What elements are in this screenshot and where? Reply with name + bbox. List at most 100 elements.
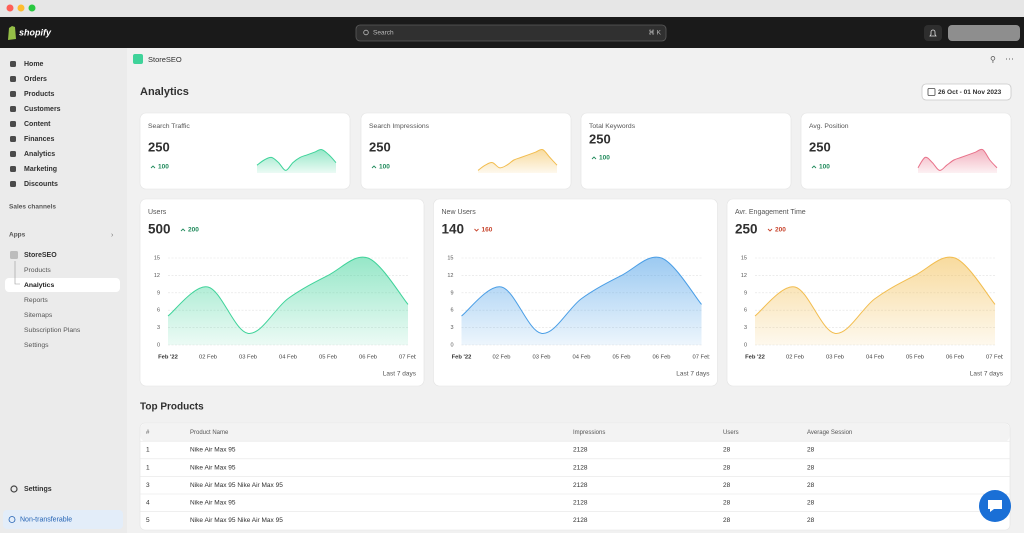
x-tick-label: 07 Feb	[986, 355, 1004, 361]
y-tick-label: 6	[450, 308, 453, 314]
nav-item[interactable]: Analytics	[24, 151, 55, 158]
notice-text[interactable]: Non-transferable	[20, 516, 72, 523]
trend-arrow	[767, 228, 773, 232]
nav-icon	[10, 106, 16, 112]
pin-button[interactable]: ⚲	[990, 55, 996, 64]
y-tick-label: 3	[450, 325, 453, 331]
nav-item[interactable]: Home	[24, 61, 44, 68]
x-tick-label: 02 Feb	[786, 355, 804, 361]
stat-card	[580, 112, 792, 190]
nav-item[interactable]: Settings	[24, 486, 52, 493]
table-cell: 28	[723, 464, 731, 471]
chart-title: New Users	[442, 209, 477, 216]
table-cell: 28	[723, 500, 731, 507]
y-tick-label: 15	[741, 255, 747, 261]
chart-value: 500	[148, 222, 171, 237]
search-shortcut: ⌘ K	[648, 29, 661, 37]
area-fill	[755, 257, 995, 345]
table-cell: 1	[146, 464, 150, 471]
area-fill	[168, 257, 408, 345]
notice-box	[3, 510, 123, 529]
search-icon	[363, 29, 369, 36]
nav-item[interactable]: Products	[24, 91, 54, 98]
app-nav-item[interactable]: Sitemaps	[24, 312, 53, 319]
x-tick-label: 07 Feb	[692, 355, 710, 361]
search-box[interactable]	[355, 24, 667, 42]
app-nav-item[interactable]: Reports	[24, 297, 48, 304]
trend-arrow	[811, 165, 817, 169]
chart-value: 250	[735, 222, 758, 237]
chart-footer: Last 7 days	[676, 371, 710, 378]
more-button[interactable]: ⋯	[1005, 53, 1014, 63]
x-tick-label: 04 Feb	[572, 355, 590, 361]
app-icon	[133, 54, 143, 64]
y-tick-label: 0	[744, 342, 747, 348]
nav-item[interactable]: Orders	[24, 76, 47, 83]
table-cell: Nike Air Max 95	[190, 500, 236, 507]
stat-label: Avg. Position	[809, 123, 849, 130]
x-tick-label: 03 Feb	[826, 355, 844, 361]
x-tick-label: 02 Feb	[199, 355, 217, 361]
table-cell: 28	[807, 482, 815, 489]
stat-change: 100	[379, 164, 390, 171]
stat-label: Search Traffic	[148, 123, 190, 130]
column-header: Users	[723, 430, 739, 436]
close-button[interactable]	[6, 4, 14, 12]
section-title: Top Products	[140, 402, 204, 413]
account-button[interactable]	[948, 25, 1020, 41]
nav-item[interactable]: Finances	[24, 136, 54, 143]
minimize-button[interactable]	[17, 4, 25, 12]
trend-arrow	[180, 228, 186, 232]
y-tick-label: 0	[450, 342, 453, 348]
table-cell: 28	[723, 447, 731, 454]
nav-icon	[10, 76, 16, 82]
app-nav-item[interactable]: Settings	[24, 342, 49, 349]
app-icon	[10, 251, 18, 259]
app-nav-item[interactable]: Products	[24, 267, 51, 274]
window-titlebar	[0, 0, 1024, 17]
sparkline-area	[257, 149, 336, 173]
y-tick-label: 3	[157, 325, 160, 331]
date-range-button[interactable]	[921, 83, 1012, 101]
nav-item[interactable]: Content	[24, 121, 51, 128]
page-title: Analytics	[140, 86, 189, 98]
chart: 0 3 6 9 12 15 Feb '22 02 Feb 03 Feb 04 Feb 05 Feb 0…	[741, 255, 1004, 361]
chart-title: Users	[148, 209, 167, 216]
x-tick-label: 03 Feb	[239, 355, 257, 361]
nav-item[interactable]: Marketing	[24, 166, 57, 173]
trend-arrow	[591, 156, 597, 160]
y-tick-label: 12	[154, 273, 160, 279]
app-nav-item[interactable]: Subscription Plans	[24, 327, 81, 334]
nav-icon	[10, 151, 16, 157]
notifications-button[interactable]	[924, 25, 942, 41]
nav-item[interactable]: Discounts	[24, 181, 58, 188]
chat-icon	[988, 500, 1002, 512]
section-label[interactable]: Apps	[9, 232, 26, 239]
chart-footer: Last 7 days	[383, 371, 417, 378]
nav-icon	[10, 91, 16, 97]
table-cell: Nike Air Max 95 Nike Air Max 95	[190, 517, 283, 524]
x-tick-label: Feb '22	[158, 355, 178, 361]
table-cell: 28	[807, 447, 815, 454]
table-cell: 4	[146, 500, 150, 507]
active-nav-bg	[5, 278, 120, 292]
chart: 0 3 6 9 12 15 Feb '22 02 Feb 03 Feb 04 Feb 05 Feb 0…	[154, 255, 416, 361]
area-fill	[461, 257, 702, 345]
x-tick-label: 02 Feb	[492, 355, 510, 361]
table-cell: Nike Air Max 95	[190, 464, 236, 471]
table-cell: 28	[807, 464, 815, 471]
section-label[interactable]: Sales channels	[9, 204, 56, 211]
nav-icon	[10, 136, 16, 142]
table-cell: 2128	[573, 500, 588, 507]
content: Home Orders Products Customers Content Financ…	[3, 61, 1012, 531]
logo[interactable]: shopify	[19, 27, 52, 37]
nav-item[interactable]: Customers	[24, 106, 61, 113]
app-nav-item[interactable]: Analytics	[24, 282, 54, 289]
y-tick-label: 6	[744, 308, 747, 314]
chart-change: 200	[188, 227, 199, 234]
zoom-button[interactable]	[28, 4, 36, 12]
y-tick-label: 6	[157, 308, 160, 314]
table-cell: 28	[807, 517, 815, 524]
app-name[interactable]: StoreSEO	[24, 252, 57, 259]
column-header: #	[146, 430, 150, 436]
